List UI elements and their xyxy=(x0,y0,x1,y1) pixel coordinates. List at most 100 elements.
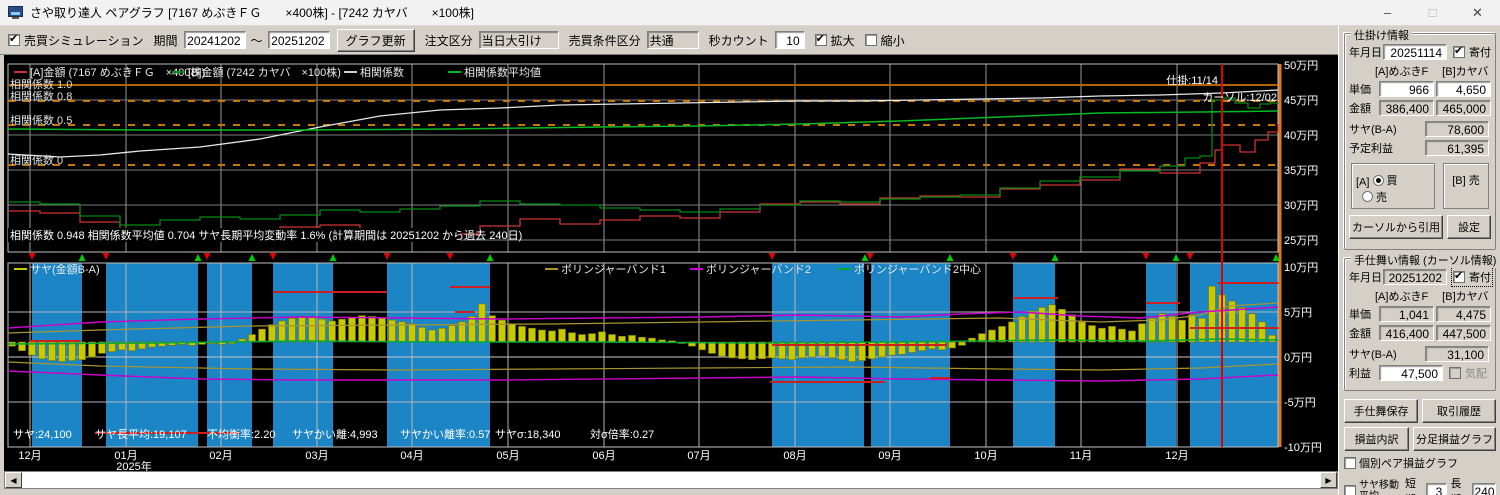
saya-bar xyxy=(1018,316,1026,343)
order-type-value[interactable]: 当日大引け xyxy=(478,31,559,49)
condition-value[interactable]: 共通 xyxy=(646,31,699,49)
saya-bar xyxy=(18,341,26,351)
entry-sell-radio-dot[interactable] xyxy=(1362,191,1373,202)
exit-open-checkbox[interactable]: 寄付 xyxy=(1451,267,1493,287)
entry-open-checkbox[interactable]: 寄付 xyxy=(1453,44,1491,60)
ma-long-label: 長期 xyxy=(1450,478,1462,495)
y-axis-label-top: 25万円 xyxy=(1284,235,1318,247)
update-graph-button[interactable]: グラフ更新 xyxy=(336,28,415,52)
simulation-checkbox-box[interactable] xyxy=(8,32,20,46)
entry-side-a-title: [A] xyxy=(1356,176,1370,189)
close-button[interactable]: ✕ xyxy=(1472,4,1483,20)
entry-arrow-icon xyxy=(768,253,776,260)
entry-buy-radio-dot[interactable] xyxy=(1372,174,1384,186)
saya-bar xyxy=(358,315,366,343)
entry-sell-label: 売 xyxy=(1376,191,1387,204)
zoom-out-checkbox[interactable]: 縮小 xyxy=(864,32,905,49)
bottom-status-text: サヤかい離率:0.57 xyxy=(400,427,490,441)
saya-bar xyxy=(1068,314,1076,343)
exit-open-label: 寄付 xyxy=(1469,272,1491,284)
month-label: 12月 xyxy=(1165,450,1188,462)
y-axis-label-bottom: -5万円 xyxy=(1284,397,1316,409)
bb1-upper xyxy=(7,302,1279,334)
saya-bar xyxy=(318,318,326,343)
saya-bar xyxy=(548,330,556,343)
legend-label: サヤ(金額B-A) xyxy=(30,262,100,276)
pair-pl-checkbox[interactable]: 個別ペア損益グラフ xyxy=(1344,455,1496,471)
bottom-status-text: サヤσ:18,340 xyxy=(495,428,561,441)
saya-bar xyxy=(648,337,656,343)
entry-arrow-icon xyxy=(1009,253,1017,260)
entry-unit-a[interactable]: 966 xyxy=(1379,81,1434,97)
saya-bar xyxy=(428,329,436,343)
bottom-margin xyxy=(0,489,1338,495)
corr-axis-label: 相関係数 0.5 xyxy=(10,114,72,127)
saya-bar xyxy=(438,327,446,343)
minimize-button[interactable]: – xyxy=(1383,5,1392,20)
saya-bar xyxy=(918,341,926,351)
entry-unit-label: 単価 xyxy=(1349,84,1371,96)
saya-bar xyxy=(128,341,136,351)
saya-bar xyxy=(138,341,146,350)
h-scrollbar[interactable]: ◀ ▶ xyxy=(4,471,1338,489)
scroll-left-button[interactable]: ◀ xyxy=(5,472,22,488)
scroll-right-button[interactable]: ▶ xyxy=(1320,472,1337,488)
scroll-track[interactable] xyxy=(22,472,1320,488)
month-label: 12月 xyxy=(18,450,41,462)
y-axis-label-top: 35万円 xyxy=(1284,165,1318,177)
exit-arrow-icon xyxy=(329,254,337,261)
entry-unit-b[interactable]: 4,650 xyxy=(1436,81,1491,97)
saya-ma-checkbox-box[interactable] xyxy=(1344,485,1356,495)
saya-bar xyxy=(588,333,596,343)
entry-sell-radio[interactable]: 売 xyxy=(1362,189,1387,205)
period-from-input[interactable]: 20241202 xyxy=(183,31,246,49)
saya-bar xyxy=(658,339,666,343)
saya-bar xyxy=(1128,330,1136,343)
pair-pl-checkbox-box[interactable] xyxy=(1344,457,1356,469)
entry-arrow-icon xyxy=(1142,253,1150,260)
bottom-status-text: サヤ長平均:19,107 xyxy=(95,428,187,441)
saya-bar xyxy=(628,335,636,343)
period-label: 期間 xyxy=(153,33,178,48)
corr-axis-label: 相関係数 1.0 xyxy=(10,78,72,91)
entry-date-input[interactable]: 20251114 xyxy=(1383,44,1447,60)
saya-bar xyxy=(1038,307,1046,343)
pl-breakdown-button[interactable]: 損益内訳 xyxy=(1344,427,1409,451)
order-type-label: 注文区分 xyxy=(424,33,473,48)
sec-count-input[interactable]: 10 xyxy=(774,31,805,49)
saya-bar xyxy=(108,341,116,352)
entry-open-checkbox-box[interactable] xyxy=(1453,44,1465,58)
trade-band xyxy=(1146,263,1176,447)
saya-bar xyxy=(148,341,156,348)
saya-bar xyxy=(328,320,336,343)
saya-bar xyxy=(1258,321,1266,343)
ma-long-input[interactable]: 240 xyxy=(1471,483,1497,495)
y-axis-label-bottom: 10万円 xyxy=(1284,262,1318,274)
trade-history-button[interactable]: 取引履歴 xyxy=(1422,399,1496,423)
period-to-input[interactable]: 20251202 xyxy=(267,31,330,49)
condition-label: 売買条件区分 xyxy=(568,33,641,48)
minute-pl-graph-button[interactable]: 分足損益グラフ xyxy=(1413,427,1496,451)
saya-bar xyxy=(898,341,906,355)
exit-open-checkbox-box[interactable] xyxy=(1453,269,1465,283)
entry-profit-label: 予定利益 xyxy=(1349,143,1393,155)
cursor-marker-label: カーソル:12/02 xyxy=(1202,91,1277,104)
entry-side-b-value: 売 xyxy=(1468,175,1480,187)
zoom-in-label: 拡大 xyxy=(830,33,855,48)
saya-bar xyxy=(368,316,376,343)
zoom-in-checkbox[interactable]: 拡大 xyxy=(814,32,855,49)
pair-chart[interactable]: [A]金額 (7167 めぶきＦＧ ×400株)[B]金額 (7242 カヤバ … xyxy=(4,55,1338,473)
entry-profit-value: 61,395 xyxy=(1425,140,1489,156)
simulation-checkbox[interactable]: 売買シミュレーション xyxy=(8,32,144,49)
zoom-in-checkbox-box[interactable] xyxy=(814,32,827,46)
settings-button[interactable]: 設定 xyxy=(1447,215,1491,239)
ma-short-input[interactable]: 3 xyxy=(1426,483,1448,495)
entry-arrow-icon xyxy=(383,253,391,260)
save-exit-button[interactable]: 手仕舞保存 xyxy=(1344,399,1418,423)
entry-buy-radio[interactable]: 買 xyxy=(1372,172,1398,188)
saya-bar xyxy=(78,341,86,361)
bb2-lower xyxy=(7,370,1279,382)
quote-from-cursor-button[interactable]: カーソルから引用 xyxy=(1349,215,1443,239)
zoom-out-checkbox-box[interactable] xyxy=(864,34,877,46)
y-axis-label-bottom: 5万円 xyxy=(1284,307,1312,319)
